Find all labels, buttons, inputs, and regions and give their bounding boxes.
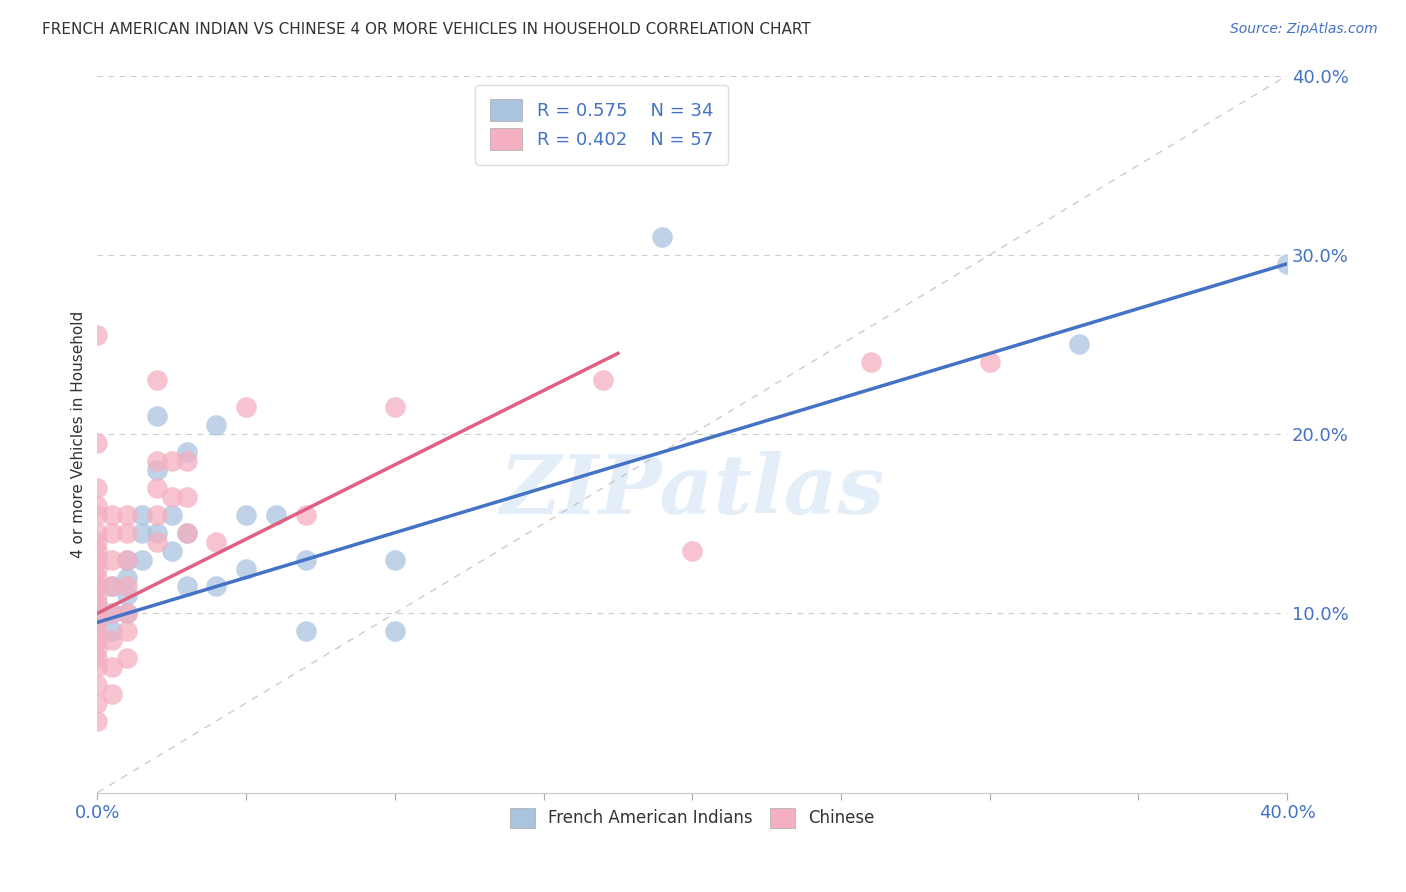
Point xyxy=(86,561,108,575)
Point xyxy=(1275,257,1298,271)
Point xyxy=(115,607,138,621)
Point xyxy=(115,651,138,665)
Point xyxy=(160,508,183,522)
Point xyxy=(86,328,108,343)
Point xyxy=(294,624,316,639)
Point xyxy=(86,499,108,513)
Point xyxy=(115,570,138,584)
Point xyxy=(160,543,183,558)
Point xyxy=(101,552,124,566)
Point xyxy=(859,355,882,369)
Point xyxy=(86,651,108,665)
Point xyxy=(101,607,124,621)
Text: FRENCH AMERICAN INDIAN VS CHINESE 4 OR MORE VEHICLES IN HOUSEHOLD CORRELATION CH: FRENCH AMERICAN INDIAN VS CHINESE 4 OR M… xyxy=(42,22,811,37)
Point xyxy=(86,570,108,584)
Point xyxy=(86,615,108,630)
Point xyxy=(131,508,153,522)
Point xyxy=(176,525,198,540)
Point xyxy=(294,508,316,522)
Point xyxy=(86,534,108,549)
Point xyxy=(160,490,183,504)
Point xyxy=(146,534,169,549)
Point xyxy=(101,525,124,540)
Point xyxy=(101,607,124,621)
Text: Source: ZipAtlas.com: Source: ZipAtlas.com xyxy=(1230,22,1378,37)
Point xyxy=(146,454,169,468)
Point xyxy=(86,633,108,648)
Point xyxy=(86,598,108,612)
Point xyxy=(86,696,108,710)
Point xyxy=(101,579,124,593)
Point xyxy=(205,418,228,433)
Point xyxy=(131,525,153,540)
Point xyxy=(294,552,316,566)
Point xyxy=(101,579,124,593)
Point xyxy=(979,355,1001,369)
Point xyxy=(131,552,153,566)
Point xyxy=(86,607,108,621)
Legend: French American Indians, Chinese: French American Indians, Chinese xyxy=(503,801,882,835)
Point xyxy=(115,607,138,621)
Point xyxy=(176,490,198,504)
Point xyxy=(86,481,108,495)
Point xyxy=(86,525,108,540)
Point xyxy=(115,589,138,603)
Point xyxy=(86,598,108,612)
Y-axis label: 4 or more Vehicles in Household: 4 or more Vehicles in Household xyxy=(72,310,86,558)
Point xyxy=(384,552,406,566)
Point xyxy=(205,579,228,593)
Point xyxy=(86,607,108,621)
Point xyxy=(146,525,169,540)
Point xyxy=(651,230,673,244)
Point xyxy=(384,624,406,639)
Point xyxy=(146,409,169,424)
Point xyxy=(115,624,138,639)
Point xyxy=(101,624,124,639)
Point xyxy=(176,525,198,540)
Point xyxy=(86,552,108,566)
Point xyxy=(86,508,108,522)
Point xyxy=(101,633,124,648)
Text: ZIPatlas: ZIPatlas xyxy=(499,451,884,532)
Point xyxy=(160,454,183,468)
Point xyxy=(681,543,703,558)
Point xyxy=(592,373,614,387)
Point xyxy=(86,660,108,674)
Point xyxy=(115,552,138,566)
Point xyxy=(101,687,124,701)
Point xyxy=(384,400,406,414)
Point xyxy=(205,534,228,549)
Point xyxy=(235,400,257,414)
Point xyxy=(86,436,108,450)
Point xyxy=(86,615,108,630)
Point xyxy=(101,660,124,674)
Point xyxy=(86,714,108,728)
Point xyxy=(146,373,169,387)
Point xyxy=(176,454,198,468)
Point xyxy=(115,525,138,540)
Point xyxy=(86,589,108,603)
Point xyxy=(264,508,287,522)
Point xyxy=(86,624,108,639)
Point xyxy=(86,543,108,558)
Point xyxy=(115,508,138,522)
Point xyxy=(86,579,108,593)
Point xyxy=(146,463,169,477)
Point xyxy=(115,552,138,566)
Point xyxy=(176,445,198,459)
Point xyxy=(235,561,257,575)
Point xyxy=(176,579,198,593)
Point xyxy=(86,579,108,593)
Point xyxy=(115,579,138,593)
Point xyxy=(1067,337,1090,351)
Point xyxy=(86,678,108,692)
Point xyxy=(86,642,108,657)
Point xyxy=(101,508,124,522)
Point xyxy=(235,508,257,522)
Point xyxy=(146,481,169,495)
Point xyxy=(146,508,169,522)
